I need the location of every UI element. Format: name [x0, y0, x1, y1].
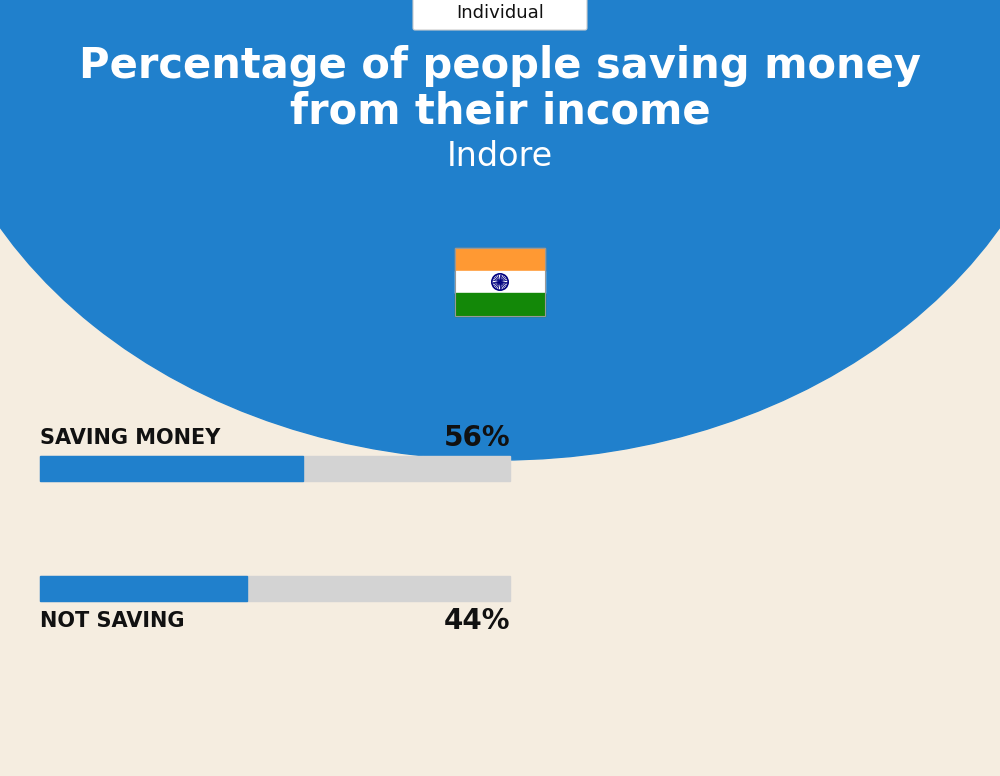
- Text: 56%: 56%: [443, 424, 510, 452]
- Text: SAVING MONEY: SAVING MONEY: [40, 428, 220, 448]
- FancyBboxPatch shape: [413, 0, 587, 30]
- Text: Indore: Indore: [447, 140, 553, 172]
- Bar: [40, 576, 510, 601]
- Text: NOT SAVING: NOT SAVING: [40, 611, 184, 631]
- Bar: [455, 248, 545, 271]
- Text: Individual: Individual: [456, 4, 544, 22]
- Bar: [455, 248, 545, 316]
- Bar: [455, 271, 545, 293]
- Ellipse shape: [0, 0, 1000, 460]
- Bar: [455, 293, 545, 316]
- Text: Percentage of people saving money: Percentage of people saving money: [79, 45, 921, 87]
- Bar: [40, 456, 510, 481]
- Bar: [40, 576, 247, 601]
- Text: from their income: from their income: [290, 90, 710, 132]
- Bar: [40, 456, 303, 481]
- Text: 44%: 44%: [444, 607, 510, 635]
